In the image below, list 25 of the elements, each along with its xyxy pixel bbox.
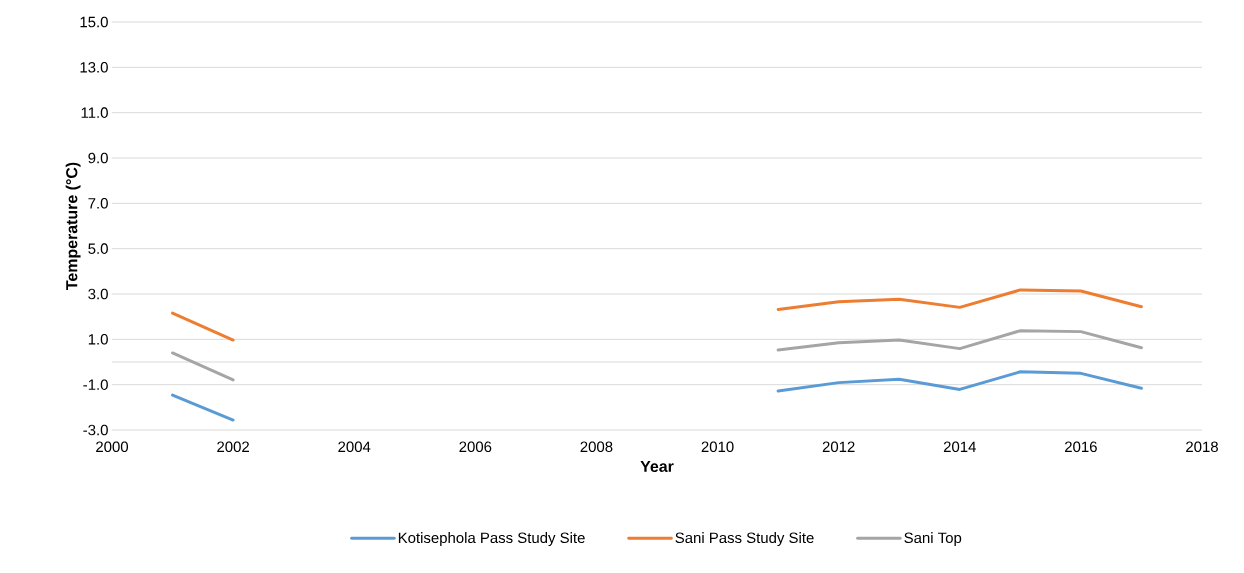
legend-label: Kotisephola Pass Study Site: [398, 532, 585, 547]
y-tick-label: 11.0: [81, 107, 108, 118]
x-tick-label: 2002: [217, 441, 249, 453]
x-tick-label: 2004: [338, 441, 371, 453]
y-tick-label: 3.0: [88, 288, 108, 300]
x-tick-label: 2016: [1065, 441, 1097, 453]
y-tick-label: -3.0: [83, 424, 108, 436]
y-tick-label: 5.0: [88, 243, 108, 254]
y-tick-label: 15.0: [80, 16, 108, 28]
y-axis-title: Temperature (°C): [65, 162, 81, 290]
x-axis-title: Year: [640, 460, 674, 473]
y-tick-label: -1.0: [83, 379, 108, 390]
x-tick-label: 2014: [943, 441, 976, 453]
x-tick-label: 2010: [701, 441, 734, 453]
legend-label: Sani Top: [904, 532, 962, 547]
y-tick-label: 13.0: [80, 62, 108, 73]
y-tick-label: 7.0: [88, 198, 108, 209]
x-tick-label: 2018: [1186, 441, 1218, 453]
y-tick-label: 9.0: [88, 152, 108, 164]
y-tick-label: 1.0: [88, 334, 108, 345]
x-tick-label: 2008: [580, 441, 613, 453]
x-tick-label: 2006: [459, 441, 492, 453]
legend-label: Sani Pass Study Site: [675, 532, 814, 547]
x-tick-label: 2012: [822, 441, 855, 453]
x-tick-label: 2000: [96, 441, 129, 453]
